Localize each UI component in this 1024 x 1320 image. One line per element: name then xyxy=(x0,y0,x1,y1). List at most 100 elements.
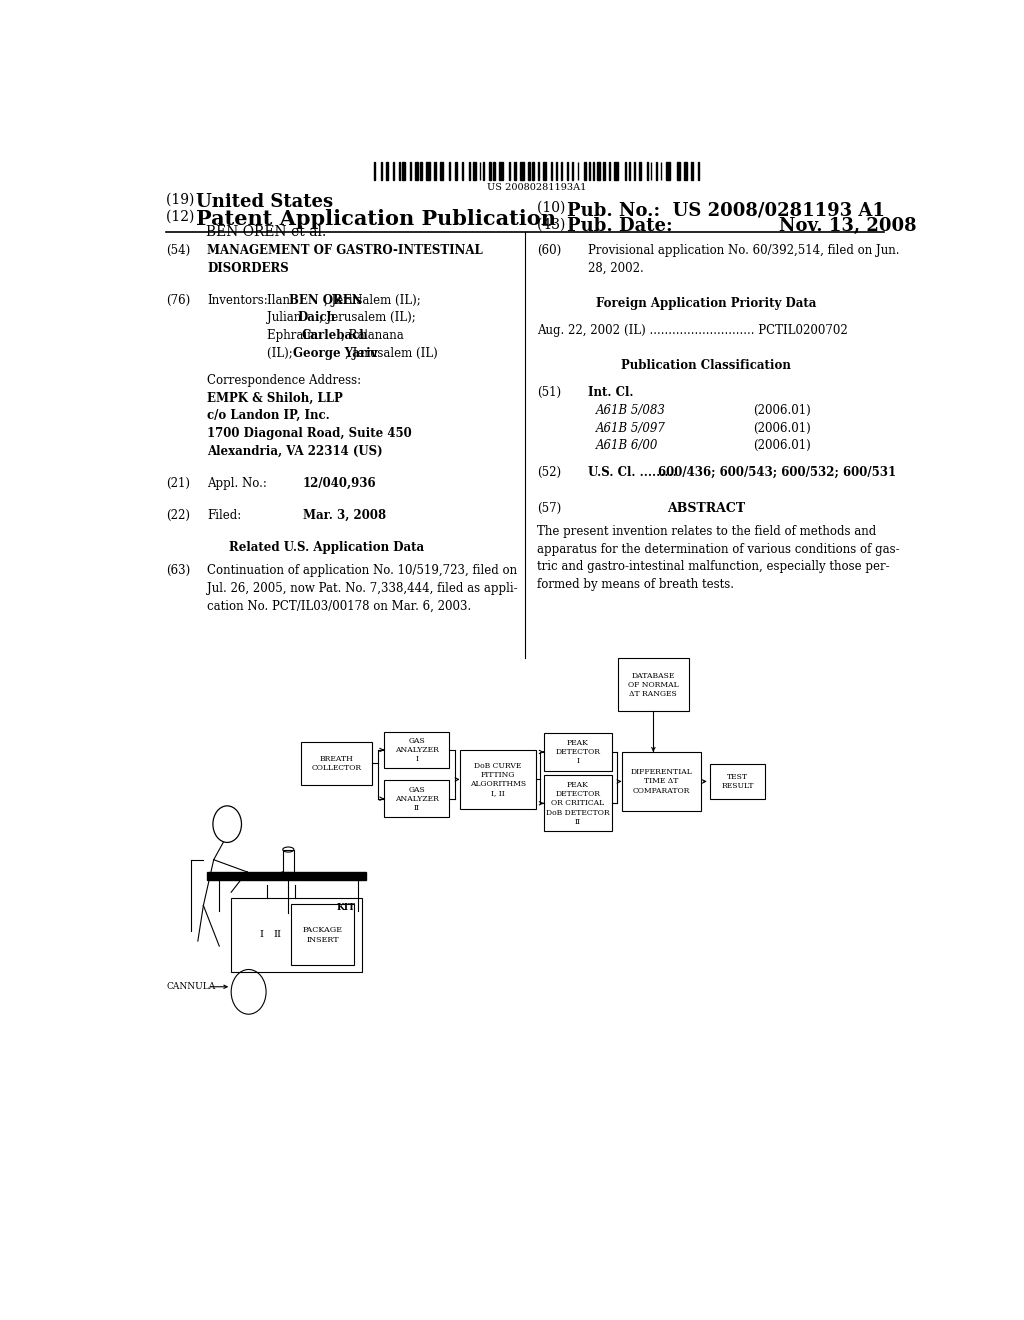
Text: 28, 2002.: 28, 2002. xyxy=(588,261,644,275)
Bar xyxy=(584,162,587,180)
Bar xyxy=(634,162,635,180)
Bar xyxy=(514,162,516,180)
Text: formed by means of breath tests.: formed by means of breath tests. xyxy=(537,578,734,591)
Bar xyxy=(655,162,657,180)
Text: Aug. 22, 2002: Aug. 22, 2002 xyxy=(537,323,620,337)
Bar xyxy=(489,162,490,180)
Bar xyxy=(482,162,484,180)
Text: , Jerusalem (IL);: , Jerusalem (IL); xyxy=(319,312,416,325)
Bar xyxy=(593,162,594,180)
Text: 1700 Diagonal Road, Suite 450: 1700 Diagonal Road, Suite 450 xyxy=(207,426,412,440)
Text: Julian: Julian xyxy=(267,312,305,325)
Text: (57): (57) xyxy=(537,502,561,515)
Text: (52): (52) xyxy=(537,466,561,479)
Bar xyxy=(684,162,687,180)
Text: US 20080281193A1: US 20080281193A1 xyxy=(487,182,587,191)
Text: U.S. Cl. .........: U.S. Cl. ......... xyxy=(588,466,685,479)
Text: TEST
RESULT: TEST RESULT xyxy=(721,772,754,791)
Text: 12/040,936: 12/040,936 xyxy=(303,477,376,490)
Bar xyxy=(434,162,436,180)
Text: PEAK
DETECTOR
I: PEAK DETECTOR I xyxy=(555,739,600,766)
Bar xyxy=(462,162,463,180)
Text: DISORDERS: DISORDERS xyxy=(207,261,289,275)
Text: Jul. 26, 2005, now Pat. No. 7,338,444, filed as appli-: Jul. 26, 2005, now Pat. No. 7,338,444, f… xyxy=(207,582,518,595)
Text: (12): (12) xyxy=(166,210,199,223)
Bar xyxy=(609,162,610,180)
Bar xyxy=(646,162,648,180)
Text: BEN OREN: BEN OREN xyxy=(289,293,362,306)
Bar xyxy=(520,162,524,180)
Text: BREATH
COLLECTOR: BREATH COLLECTOR xyxy=(311,755,361,772)
Bar xyxy=(556,162,557,180)
Text: PACKAGE
INSERT: PACKAGE INSERT xyxy=(302,927,342,944)
Text: A61B 5/083: A61B 5/083 xyxy=(596,404,666,417)
Bar xyxy=(531,162,535,180)
Text: Ephraim: Ephraim xyxy=(267,329,322,342)
Bar xyxy=(421,162,422,180)
Text: Foreign Application Priority Data: Foreign Application Priority Data xyxy=(596,297,816,310)
Text: cation No. PCT/IL03/00178 on Mar. 6, 2003.: cation No. PCT/IL03/00178 on Mar. 6, 200… xyxy=(207,599,472,612)
Bar xyxy=(426,162,430,180)
Text: (10): (10) xyxy=(537,201,569,215)
Bar xyxy=(473,162,475,180)
Text: (21): (21) xyxy=(166,477,190,490)
Bar xyxy=(710,764,765,799)
Text: GAS
ANALYZER
I: GAS ANALYZER I xyxy=(395,737,439,763)
Bar xyxy=(386,162,387,180)
Bar xyxy=(666,162,670,180)
Bar xyxy=(614,162,618,180)
Text: , Jerusalem (IL): , Jerusalem (IL) xyxy=(345,347,438,360)
Text: Continuation of application No. 10/519,723, filed on: Continuation of application No. 10/519,7… xyxy=(207,564,517,577)
Text: George Yariv: George Yariv xyxy=(293,347,378,360)
Bar xyxy=(539,162,540,180)
Text: Nov. 13, 2008: Nov. 13, 2008 xyxy=(778,218,916,235)
Text: , Ra'anana: , Ra'anana xyxy=(341,329,403,342)
Text: BEN OREN et al.: BEN OREN et al. xyxy=(206,226,326,239)
Text: A61B 6/00: A61B 6/00 xyxy=(596,440,658,453)
Text: (2006.01): (2006.01) xyxy=(754,440,811,453)
Bar xyxy=(402,162,404,180)
Bar xyxy=(597,162,600,180)
Bar xyxy=(690,162,693,180)
Bar xyxy=(207,873,367,880)
Bar xyxy=(283,850,294,873)
Text: Provisional application No. 60/392,514, filed on Jun.: Provisional application No. 60/392,514, … xyxy=(588,244,900,257)
Bar xyxy=(301,742,373,784)
Text: apparatus for the determination of various conditions of gas-: apparatus for the determination of vario… xyxy=(537,543,899,556)
Text: 600/436; 600/543; 600/532; 600/531: 600/436; 600/543; 600/532; 600/531 xyxy=(658,466,896,479)
Text: (IL);: (IL); xyxy=(267,347,296,360)
Text: I: I xyxy=(259,931,263,940)
Bar xyxy=(617,659,689,711)
Text: ABSTRACT: ABSTRACT xyxy=(667,502,744,515)
Text: Patent Application Publication: Patent Application Publication xyxy=(197,210,556,230)
Text: Related U.S. Application Data: Related U.S. Application Data xyxy=(228,541,424,554)
Text: Pub. No.:  US 2008/0281193 A1: Pub. No.: US 2008/0281193 A1 xyxy=(567,201,885,219)
Text: Ilan: Ilan xyxy=(267,293,294,306)
Bar xyxy=(440,162,442,180)
Text: (76): (76) xyxy=(166,293,190,306)
Text: GAS
ANALYZER
II: GAS ANALYZER II xyxy=(395,785,439,812)
Text: Filed:: Filed: xyxy=(207,508,242,521)
Text: Publication Classification: Publication Classification xyxy=(621,359,791,372)
Text: MANAGEMENT OF GASTRO-INTESTINAL: MANAGEMENT OF GASTRO-INTESTINAL xyxy=(207,244,483,257)
Bar xyxy=(544,162,546,180)
Text: KIT: KIT xyxy=(337,903,355,912)
Text: (60): (60) xyxy=(537,244,561,257)
Text: Pub. Date:: Pub. Date: xyxy=(567,218,673,235)
Text: (51): (51) xyxy=(537,385,561,399)
Text: Daich: Daich xyxy=(297,312,336,325)
Bar xyxy=(544,733,612,771)
Bar xyxy=(231,899,362,972)
Text: Int. Cl.: Int. Cl. xyxy=(588,385,634,399)
Text: DATABASE
OF NORMAL
ΔT RANGES: DATABASE OF NORMAL ΔT RANGES xyxy=(628,672,679,698)
Bar xyxy=(384,780,450,817)
Bar xyxy=(449,162,451,180)
Text: (22): (22) xyxy=(166,508,190,521)
Text: Alexandria, VA 22314 (US): Alexandria, VA 22314 (US) xyxy=(207,445,383,458)
Bar xyxy=(494,162,495,180)
Bar xyxy=(622,752,701,810)
Text: Correspondence Address:: Correspondence Address: xyxy=(207,374,361,387)
Bar xyxy=(639,162,641,180)
Text: A61B 5/097: A61B 5/097 xyxy=(596,421,666,434)
Bar xyxy=(384,731,450,768)
